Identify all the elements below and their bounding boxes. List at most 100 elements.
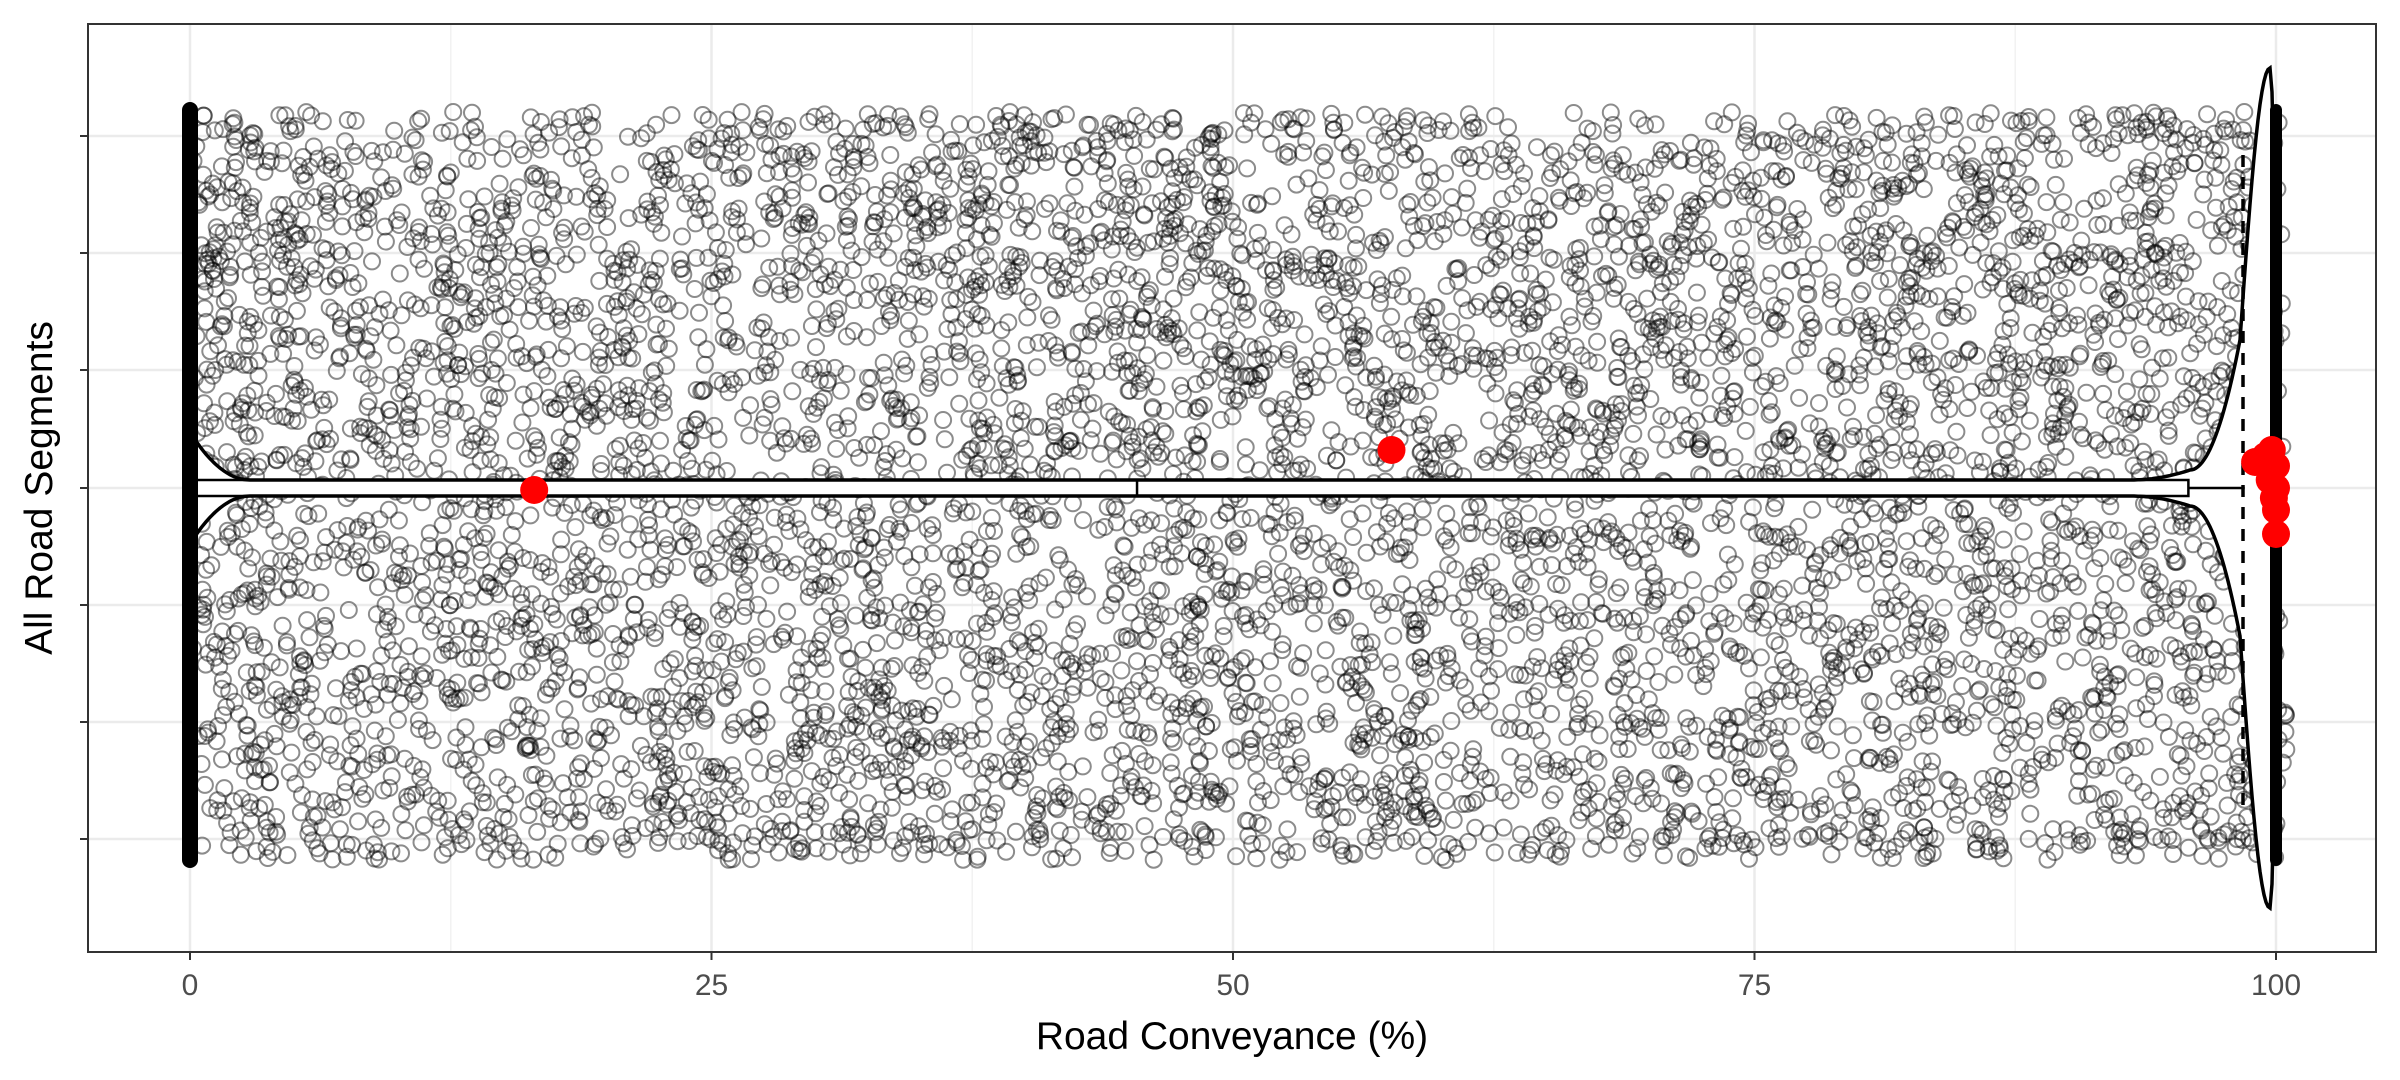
jitter-point: [457, 239, 475, 257]
jitter-point: [1055, 397, 1074, 416]
jitter-point: [1424, 338, 1443, 357]
jitter-point: [1471, 693, 1490, 712]
jitter-point: [699, 110, 718, 129]
jitter-point: [941, 291, 960, 310]
jitter-point: [1385, 123, 1404, 141]
jitter-point: [305, 269, 324, 288]
jitter-point: [596, 509, 615, 528]
jitter-point: [647, 315, 666, 334]
jitter-point: [1343, 667, 1361, 686]
jitter-point: [962, 759, 981, 778]
jitter-point: [1783, 233, 1802, 252]
jitter-point: [1215, 346, 1234, 365]
jitter-point: [977, 374, 996, 393]
jitter-point: [1539, 440, 1558, 459]
jitter-point: [1950, 238, 1969, 257]
jitter-point: [373, 143, 392, 162]
jitter-point: [1103, 306, 1122, 324]
jitter-point: [889, 409, 908, 428]
jitter-point: [788, 509, 807, 528]
jitter-point: [1661, 764, 1680, 783]
jitter-point: [1045, 252, 1064, 271]
jitter-point: [1648, 260, 1666, 279]
jitter-point: [837, 365, 856, 383]
jitter-point: [884, 831, 903, 850]
jitter-point: [1653, 274, 1672, 293]
jitter-point: [2058, 820, 2077, 839]
jitter-point: [422, 553, 441, 572]
jitter-point: [1326, 316, 1345, 335]
jitter-point: [1757, 232, 1776, 251]
jitter-point: [867, 722, 886, 741]
jitter-point: [1661, 526, 1680, 545]
jitter-point: [2124, 773, 2143, 792]
jitter-point: [475, 843, 494, 862]
jitter-point: [1381, 593, 1400, 612]
jitter-point: [669, 804, 688, 823]
jitter-point: [1011, 136, 1030, 155]
jitter-point: [962, 439, 981, 458]
jitter-point: [403, 785, 422, 804]
jitter-point: [2110, 288, 2129, 307]
jitter-point: [1622, 670, 1641, 689]
jitter-point: [960, 821, 979, 839]
jitter-point: [1827, 668, 1846, 687]
jitter-point: [755, 544, 774, 563]
jitter-point: [1723, 809, 1742, 828]
jitter-point: [276, 408, 295, 427]
jitter-point: [2181, 344, 2200, 363]
jitter-point: [984, 646, 1003, 665]
jitter-point: [1448, 844, 1466, 863]
jitter-point: [1995, 404, 2014, 423]
jitter-point: [1891, 601, 1910, 620]
jitter-point: [857, 503, 876, 522]
jitter-point: [206, 236, 225, 255]
jitter-point: [1032, 687, 1051, 706]
jitter-point: [1441, 121, 1460, 140]
jitter-point: [488, 272, 507, 291]
jitter-point: [1160, 557, 1179, 576]
jitter-point: [755, 815, 774, 834]
jitter-point: [1473, 450, 1492, 468]
jitter-point: [460, 802, 479, 821]
jitter-point: [1357, 281, 1376, 300]
jitter-point: [1588, 332, 1607, 351]
jitter-point: [481, 450, 500, 469]
jitter-point: [1956, 718, 1975, 737]
jitter-point: [1504, 510, 1523, 528]
jitter-point: [1651, 741, 1670, 759]
jitter-point: [1248, 223, 1267, 242]
jitter-point: [398, 668, 417, 686]
jitter-point: [1230, 391, 1248, 410]
jitter-point: [1707, 162, 1726, 181]
jitter-point: [1643, 789, 1662, 808]
jitter-point: [1105, 115, 1124, 134]
jitter-point: [1545, 785, 1564, 804]
jitter-point: [341, 449, 360, 468]
jitter-point: [267, 808, 286, 826]
jitter-point: [1575, 297, 1594, 316]
jitter-point: [1629, 109, 1648, 128]
jitter-point: [466, 529, 484, 548]
jitter-point: [1040, 672, 1059, 691]
jitter-point: [816, 576, 835, 595]
jitter-point: [1947, 145, 1966, 164]
jitter-point: [610, 636, 629, 655]
jitter-point: [391, 694, 410, 713]
jitter-point: [2037, 108, 2056, 127]
jitter-point: [1651, 708, 1670, 727]
jitter-point: [2082, 613, 2101, 632]
jitter-point: [839, 683, 858, 702]
jitter-point: [1558, 557, 1577, 576]
jitter-point: [701, 676, 720, 695]
jitter-point: [816, 660, 835, 678]
jitter-point: [317, 251, 336, 270]
jitter-point: [222, 641, 241, 660]
jitter-point: [992, 321, 1011, 340]
jitter-point: [551, 813, 570, 832]
jitter-point: [546, 848, 565, 867]
jitter-point: [1638, 553, 1657, 572]
jitter-point: [365, 152, 384, 171]
jitter-point: [1637, 769, 1656, 787]
